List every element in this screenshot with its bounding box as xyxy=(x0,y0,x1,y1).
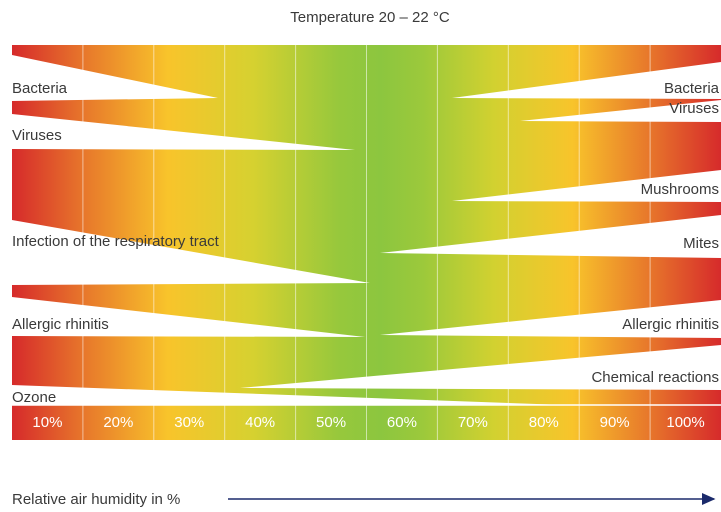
title: Temperature 20 – 22 °C xyxy=(290,9,450,26)
humidity-label: 80% xyxy=(529,414,559,431)
white-wedge xyxy=(452,62,721,99)
white-wedge xyxy=(12,385,565,405)
right-label: Mites xyxy=(683,235,719,252)
left-label: Ozone xyxy=(12,389,56,406)
right-label: Bacteria xyxy=(664,80,720,97)
right-label: Viruses xyxy=(669,100,719,117)
humidity-label: 50% xyxy=(316,414,346,431)
humidity-label: 100% xyxy=(666,414,704,431)
left-label: Viruses xyxy=(12,127,62,144)
white-wedge xyxy=(12,297,365,337)
white-wedge xyxy=(380,300,721,338)
left-label: Infection of the respiratory tract xyxy=(12,233,220,250)
right-label: Mushrooms xyxy=(641,181,719,198)
left-label: Bacteria xyxy=(12,80,68,97)
white-wedge xyxy=(12,220,370,285)
white-wedge xyxy=(380,215,721,258)
white-wedge xyxy=(240,345,721,390)
white-wedge xyxy=(520,100,721,122)
axis-label: Relative air humidity in % xyxy=(12,491,180,508)
humidity-label: 60% xyxy=(387,414,417,431)
humidity-label: 20% xyxy=(103,414,133,431)
humidity-label: 40% xyxy=(245,414,275,431)
humidity-label: 90% xyxy=(600,414,630,431)
white-wedge xyxy=(452,170,721,202)
humidity-label: 10% xyxy=(32,414,62,431)
left-label: Allergic rhinitis xyxy=(12,316,109,333)
humidity-label: 70% xyxy=(458,414,488,431)
humidity-label: 30% xyxy=(174,414,204,431)
white-wedge xyxy=(12,55,218,101)
white-wedge xyxy=(12,114,355,150)
right-label: Allergic rhinitis xyxy=(622,316,719,333)
right-label: Chemical reactions xyxy=(591,369,719,386)
